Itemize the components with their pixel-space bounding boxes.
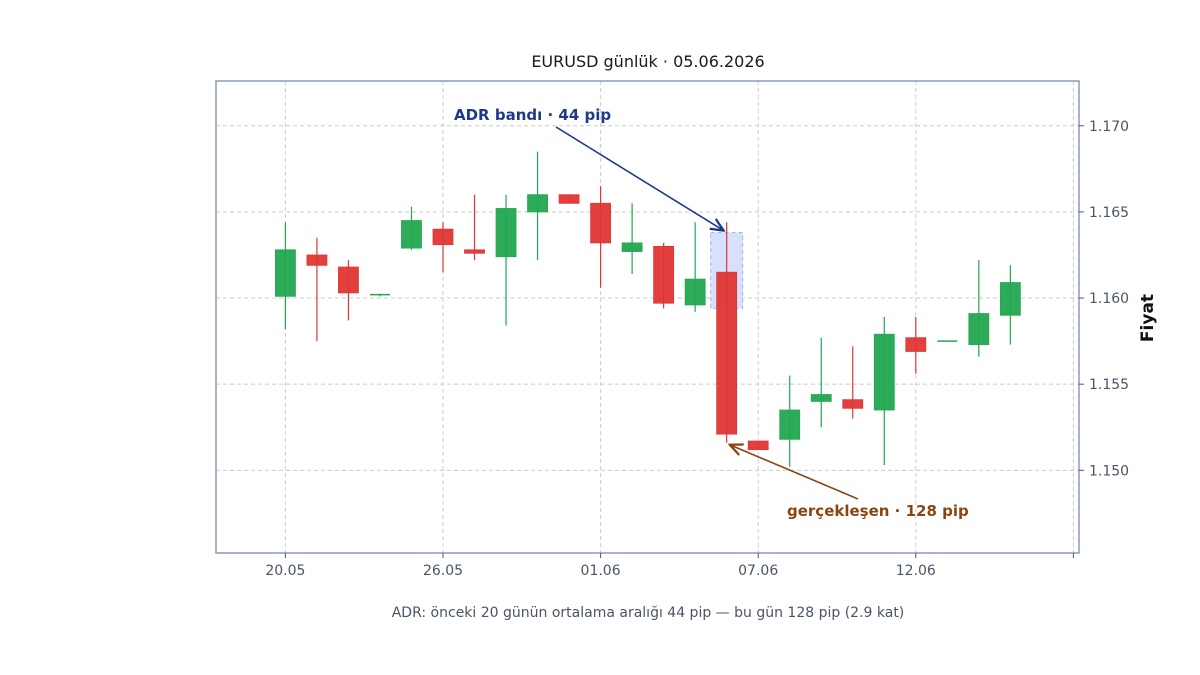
x-tick-label: 01.06 [581, 563, 621, 579]
candle-down [653, 242, 675, 309]
y-tick-label: 1.160 [1089, 291, 1129, 307]
annotation-adr-arrow [555, 126, 724, 231]
y-axis: 1.150 1.155 1.160 1.165 1.170 [1079, 119, 1129, 479]
candle-up [274, 222, 296, 330]
candle-down [716, 222, 738, 443]
candle-down [338, 260, 359, 321]
candles [274, 151, 1021, 467]
candle-up [810, 337, 832, 428]
candle-body [590, 202, 611, 244]
chart-caption: ADR: önceki 20 günün ortalama aralığı 44… [392, 605, 905, 621]
y-tick-label: 1.150 [1089, 463, 1129, 479]
x-axis: 20.05 26.05 01.06 07.06 12.06 [265, 553, 1074, 579]
candle-up [621, 203, 643, 274]
candle-up [369, 293, 390, 297]
candle-body [464, 249, 485, 254]
chart-title: EURUSD günlük · 05.06.2026 [531, 52, 764, 71]
candle-body [621, 242, 643, 252]
annotation-realized-arrow [730, 445, 859, 500]
candle-up [999, 265, 1021, 345]
candle-down [747, 440, 769, 451]
y-tick-label: 1.155 [1089, 377, 1129, 393]
candle-body [873, 333, 895, 411]
annotation-adr-label: ADR bandı · 44 pip [454, 106, 611, 124]
candle-body [716, 271, 738, 435]
candle-body [684, 278, 706, 306]
annotation-realized-label: gerçekleşen · 128 pip [787, 502, 969, 520]
candle-body [558, 194, 580, 204]
candle-body [401, 220, 422, 249]
y-tick-label: 1.165 [1089, 205, 1129, 221]
y-axis-label: Fiyat [1138, 294, 1158, 342]
candle-body [527, 194, 548, 213]
candle-body [779, 409, 801, 440]
candle-up [968, 260, 990, 357]
candle-body [338, 266, 359, 294]
candle-down [590, 186, 611, 288]
candle-up [873, 317, 895, 466]
candle-up [684, 222, 706, 312]
candle-down [306, 237, 328, 342]
candle-down [905, 317, 927, 374]
candle-down [842, 346, 864, 419]
candle-down [432, 222, 454, 273]
plot-frame [215, 80, 1080, 554]
candle-body [432, 228, 454, 246]
candle-body [306, 254, 328, 266]
grid [216, 81, 1079, 553]
candle-body [999, 282, 1021, 316]
candle-body [495, 208, 517, 258]
candle-body [653, 245, 675, 304]
candle-up [527, 151, 548, 261]
x-tick-label: 20.05 [265, 563, 305, 579]
candle-body [747, 440, 769, 451]
candle-up [401, 206, 422, 250]
candle-up [779, 375, 801, 467]
annotations: ADR bandı · 44 pip gerçekleşen · 128 pip [454, 106, 969, 520]
candle-down [558, 194, 580, 204]
x-tick-label: 26.05 [423, 563, 463, 579]
x-tick-label: 12.06 [896, 563, 936, 579]
y-tick-label: 1.170 [1089, 119, 1129, 135]
candle-up [495, 194, 517, 326]
candle-body [968, 313, 990, 345]
candle-body [842, 399, 864, 409]
candle-body [810, 394, 832, 402]
candle-body [905, 337, 927, 352]
x-tick-label: 07.06 [738, 563, 778, 579]
candle-body [274, 249, 296, 297]
candle-down [464, 194, 485, 261]
